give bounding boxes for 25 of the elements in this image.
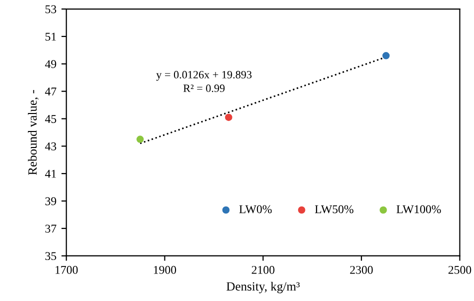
y-axis-title: Rebound value, - [28, 90, 39, 175]
y-tick-label: 49 [45, 60, 56, 68]
x-tick-label: 2500 [448, 266, 472, 274]
x-tick-label: 1900 [154, 266, 176, 274]
y-tick-label: 47 [45, 88, 56, 96]
y-tick-label: 39 [45, 197, 56, 206]
annotation: R² = 0.99 [183, 84, 225, 92]
legend-label: LW100% [396, 205, 441, 214]
y-tick-label: 43 [45, 142, 56, 150]
legend-label: LW50% [314, 205, 354, 214]
y-tick-label: 53 [46, 5, 56, 14]
x-tick-label: 1700 [56, 266, 78, 274]
y-tick-label: 45 [45, 115, 56, 123]
y-tick-label: 35 [45, 252, 56, 260]
x-tick-label: 2300 [350, 266, 373, 274]
point [225, 114, 232, 121]
y-tick-label: 37 [45, 224, 56, 233]
y-tick-label: 41 [45, 170, 56, 178]
point [136, 136, 144, 143]
y-tick-label: 51 [46, 32, 56, 41]
x-axis-title: Density, kg/m³ [226, 282, 300, 294]
annotation: y = 0.0126x + 19.893 [156, 70, 252, 81]
point [382, 52, 390, 60]
legend-label: LW0% [239, 205, 272, 214]
x-tick-label: 2100 [252, 266, 274, 274]
